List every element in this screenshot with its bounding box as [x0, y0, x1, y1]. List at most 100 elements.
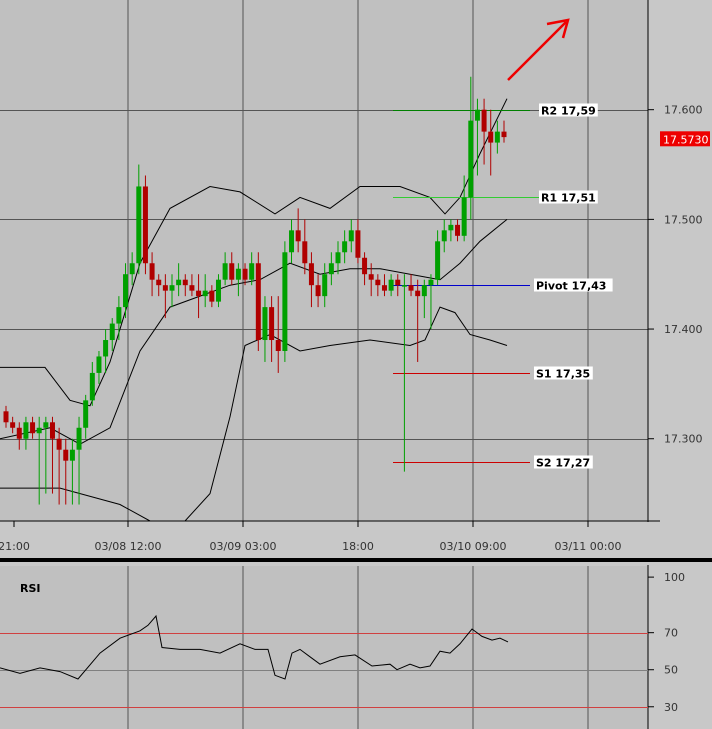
candle-body: [421, 285, 427, 297]
y-tick-label: 17.500: [664, 213, 703, 226]
candle-body: [408, 285, 414, 291]
candle-body: [242, 268, 248, 280]
candle-body: [322, 274, 328, 297]
rsi-tick-label: 30: [664, 701, 678, 714]
candle-body: [501, 131, 507, 138]
candle-body: [142, 186, 148, 264]
candle-body: [488, 131, 494, 143]
candle-body: [308, 263, 314, 286]
candle-body: [435, 241, 441, 280]
candle-body: [63, 449, 69, 461]
rsi-tick-label: 100: [664, 571, 685, 584]
y-tick-label: 17.300: [664, 433, 703, 446]
candlesticks: [3, 76, 507, 505]
candle-body: [116, 307, 122, 324]
candle-body: [83, 400, 89, 428]
candle-body: [3, 411, 9, 423]
candle-body: [215, 279, 221, 302]
candle-body: [455, 224, 461, 236]
candle-body: [149, 263, 155, 280]
current-price-tag: 17.5730: [660, 131, 710, 147]
candle-body: [368, 274, 374, 280]
x-tick-label: 21:00: [0, 540, 30, 553]
candle-body: [169, 285, 175, 291]
panel-divider: [0, 558, 712, 562]
candle-body: [302, 241, 308, 264]
time-axis-ticks: 21:00 03/08 12:00 03/09 03:00 18:00 03/10 09…: [0, 521, 621, 553]
rsi-plot-area: [0, 566, 648, 729]
candle-body: [10, 422, 16, 428]
candle-body: [189, 285, 195, 291]
level-label-bg: [534, 455, 593, 469]
price-plot-area: [0, 0, 648, 521]
level-label-s1: S1 17,35: [536, 368, 590, 381]
candle-body: [275, 340, 281, 351]
candle-body: [388, 279, 394, 291]
bollinger-middle-band: [0, 219, 508, 445]
candle-body: [428, 279, 434, 286]
rsi-title: RSI: [20, 582, 41, 595]
candle-body: [494, 131, 500, 143]
candle-body: [401, 285, 407, 287]
level-label-bg: [534, 278, 613, 292]
candle-body: [123, 274, 129, 308]
candle-body: [43, 422, 49, 428]
candle-body: [89, 372, 95, 401]
candle-body: [262, 307, 268, 341]
candle-body: [481, 109, 487, 132]
candle-body: [69, 449, 75, 461]
candle-body: [342, 241, 348, 253]
candle-body: [249, 263, 255, 280]
candle-body: [441, 230, 447, 242]
candle-body: [269, 307, 275, 341]
candle-body: [202, 290, 208, 297]
level-label-s2: S2 17,27: [536, 457, 590, 470]
candle-body: [156, 279, 162, 286]
candle-body: [461, 197, 467, 236]
candle-body: [136, 186, 142, 264]
current-price-label: 17.5730: [663, 133, 709, 146]
candle-body: [328, 263, 334, 275]
candle-body: [415, 290, 421, 297]
candle-body: [448, 224, 454, 231]
candle-body: [235, 268, 241, 280]
candle-body: [30, 422, 36, 434]
x-tick-label: 03/08 12:00: [95, 540, 162, 553]
candle-body: [182, 279, 188, 286]
x-tick-label: 03/09 03:00: [210, 540, 277, 553]
price-axis-ticks: 17.600 17.500 17.400 17.300: [648, 104, 703, 446]
candle-body: [196, 290, 202, 297]
candle-body: [315, 285, 321, 297]
candle-body: [222, 263, 228, 280]
candle-body: [474, 109, 480, 121]
candle-body: [109, 323, 115, 341]
candle-body: [381, 285, 387, 291]
candle-body: [96, 356, 102, 373]
candle-body: [76, 427, 82, 450]
candle-body: [335, 252, 341, 264]
candle-body: [229, 263, 235, 280]
x-tick-label: 18:00: [342, 540, 374, 553]
candle-body: [468, 120, 474, 198]
candle-body: [49, 422, 55, 439]
x-tick-label: 03/11 00:00: [555, 540, 622, 553]
candle-body: [395, 279, 401, 286]
candle-body: [16, 427, 22, 439]
level-label-pivot: Pivot 17,43: [536, 280, 606, 293]
candle-body: [289, 230, 295, 253]
candle-body: [355, 230, 361, 258]
x-tick-label: 03/10 09:00: [440, 540, 507, 553]
candle-body: [348, 230, 354, 242]
up-arrow-icon: [507, 18, 570, 81]
rsi-tick-label: 50: [664, 664, 678, 677]
level-label-bg: [534, 366, 593, 380]
level-label-bg: [539, 190, 598, 204]
candle-body: [255, 263, 261, 341]
candle-body: [23, 422, 29, 439]
candle-body: [209, 290, 215, 302]
candle-body: [129, 263, 135, 275]
candle-body: [176, 279, 182, 286]
